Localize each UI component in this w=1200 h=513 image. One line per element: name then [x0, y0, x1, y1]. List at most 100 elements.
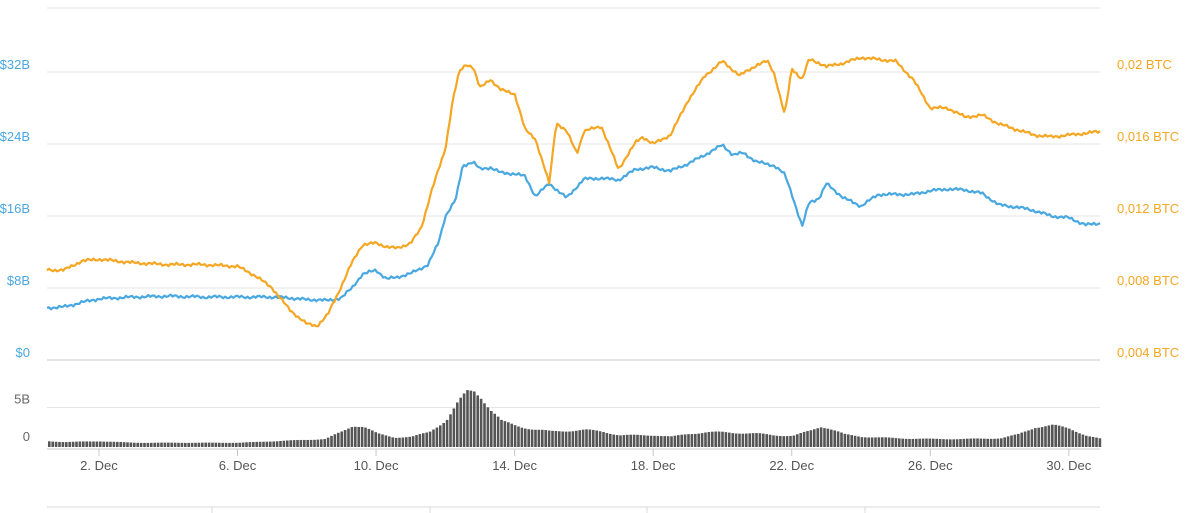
volume-bar: [799, 433, 802, 447]
volume-bar: [779, 436, 782, 447]
volume-bar: [707, 432, 711, 447]
volume-bar: [918, 438, 921, 447]
volume-bar: [224, 442, 228, 447]
volume-bar: [296, 439, 299, 447]
volume-bar: [860, 437, 864, 447]
volume-bar: [330, 435, 333, 447]
volume-bar: [1095, 437, 1098, 447]
volume-bar: [551, 430, 554, 447]
volume-bar: [1085, 435, 1088, 447]
volume-bar: [78, 441, 82, 447]
volume-bar: [1057, 425, 1061, 447]
x-axis-tick-label: 2. Dec: [80, 458, 118, 473]
volume-bar: [928, 438, 932, 447]
volume-bar: [228, 442, 231, 447]
volume-bar: [354, 426, 357, 447]
volume-bar: [823, 428, 826, 447]
volume-bar: [445, 419, 449, 447]
volume-bar: [156, 442, 160, 447]
volume-bar: [1051, 424, 1054, 447]
volume-bar: [85, 441, 88, 447]
volume-bar: [316, 439, 320, 447]
volume-bar: [177, 442, 180, 447]
volume-bar: [680, 434, 683, 447]
volume-bar: [765, 434, 768, 447]
volume-bar: [170, 442, 173, 447]
volume-bar: [717, 431, 721, 447]
volume-bar: [656, 436, 660, 447]
volume-bar: [418, 434, 422, 447]
volume-bar: [184, 442, 187, 447]
volume-bar: [874, 437, 877, 447]
volume-bar: [122, 442, 126, 447]
volume-bar: [728, 432, 731, 447]
volume-bar: [850, 435, 853, 447]
volume-bar: [405, 437, 408, 447]
volume-bar: [112, 441, 116, 447]
volume-bar: [377, 433, 381, 447]
volume-bar: [714, 431, 717, 447]
volume-bar: [663, 436, 666, 447]
volume-bar: [119, 441, 122, 447]
volume-bar: [816, 428, 819, 447]
volume-bar: [1040, 427, 1044, 447]
volume-bar: [751, 433, 755, 447]
volume-bar: [381, 434, 384, 447]
volume-bar: [945, 439, 949, 447]
volume-bar: [95, 441, 99, 447]
x-axis-tick-label: 26. Dec: [908, 458, 953, 473]
volume-bar: [969, 438, 972, 447]
volume-bar: [789, 435, 792, 447]
volume-bar: [442, 422, 445, 447]
volume-bar: [500, 419, 503, 447]
volume-bar: [265, 441, 269, 447]
volume-bar: [932, 438, 935, 447]
volume-bar: [643, 435, 646, 447]
volume-bar: [425, 432, 428, 447]
volume-bar: [466, 390, 469, 447]
volume-bar: [473, 391, 476, 447]
volume-bar: [163, 442, 167, 447]
volume-bar: [966, 438, 969, 447]
right-axis-tick-label: 0,016 BTC: [1117, 129, 1179, 144]
volume-bar: [571, 431, 575, 447]
volume-bar: [1078, 433, 1081, 447]
volume-bar: [286, 440, 289, 447]
volume-bar: [235, 442, 238, 447]
volume-bar: [262, 441, 265, 447]
x-axis-tick-label: 22. Dec: [769, 458, 814, 473]
left-axis-tick-label: $0: [16, 345, 30, 360]
volume-bar: [605, 433, 609, 447]
volume-bar: [690, 434, 694, 447]
volume-bar: [360, 426, 364, 447]
volume-bar: [989, 438, 993, 447]
volume-bar: [592, 429, 595, 447]
volume-bar: [775, 435, 779, 447]
volume-bar: [252, 441, 255, 447]
volume-bar: [843, 433, 847, 447]
volume-bar: [830, 429, 833, 447]
tick-labels: $0 $8B $16B $24B $32B 0,004 BTC 0,008 BTC 0,012…: [0, 57, 1179, 473]
volume-bar: [1068, 428, 1071, 447]
volume-bar: [1074, 431, 1078, 447]
volume-bar: [683, 434, 687, 447]
volume-bar: [411, 436, 415, 447]
volume-bar: [711, 431, 714, 447]
volume-bar: [1091, 436, 1095, 447]
volume-bar: [666, 436, 670, 447]
volume-bar: [1017, 433, 1020, 447]
volume-bar: [615, 435, 619, 447]
volume-bar: [534, 429, 537, 447]
volume-bar: [51, 441, 54, 447]
volume-bar: [326, 437, 330, 447]
left-axis-tick-label: $32B: [0, 57, 30, 72]
volume-bar: [1023, 431, 1027, 447]
volume-bar: [126, 442, 129, 447]
volume-bar: [214, 442, 218, 447]
volume-bar: [476, 395, 479, 447]
x-axis-tick-label: 10. Dec: [354, 458, 399, 473]
volume-bar: [935, 438, 938, 447]
volume-bar: [1061, 426, 1064, 447]
volume-bar: [221, 442, 224, 447]
